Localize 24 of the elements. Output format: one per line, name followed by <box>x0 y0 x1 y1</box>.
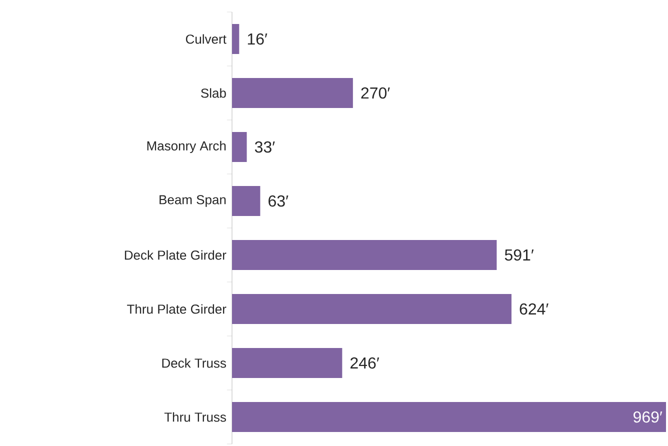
y-tick-label: Slab <box>201 88 226 98</box>
data-label: 624′ <box>520 303 548 315</box>
data-label: 591′ <box>504 249 534 261</box>
data-label: 270′ <box>361 87 390 99</box>
data-label: 246′ <box>350 357 380 369</box>
y-tick-label: Thru Plate Girder <box>127 304 226 314</box>
data-label: 33′ <box>254 141 275 153</box>
bar <box>232 186 260 216</box>
y-tick-label: Thru Truss <box>164 412 226 422</box>
bar <box>232 240 497 270</box>
bar <box>232 24 240 54</box>
bar <box>232 78 353 108</box>
bar <box>232 132 247 162</box>
y-tick-label: Deck Truss <box>162 358 226 368</box>
y-tick-label: Deck Plate Girder <box>124 250 226 260</box>
data-label: 63′ <box>268 195 288 207</box>
y-tick-label: Culvert <box>186 34 226 44</box>
y-tick-label: Beam Span <box>160 195 226 207</box>
bar <box>232 294 512 324</box>
bar <box>232 348 342 378</box>
bar <box>232 402 666 432</box>
data-label: 969′ <box>634 411 662 423</box>
y-tick-label: Masonry Arch <box>147 140 226 154</box>
data-label: 16′ <box>248 33 268 45</box>
